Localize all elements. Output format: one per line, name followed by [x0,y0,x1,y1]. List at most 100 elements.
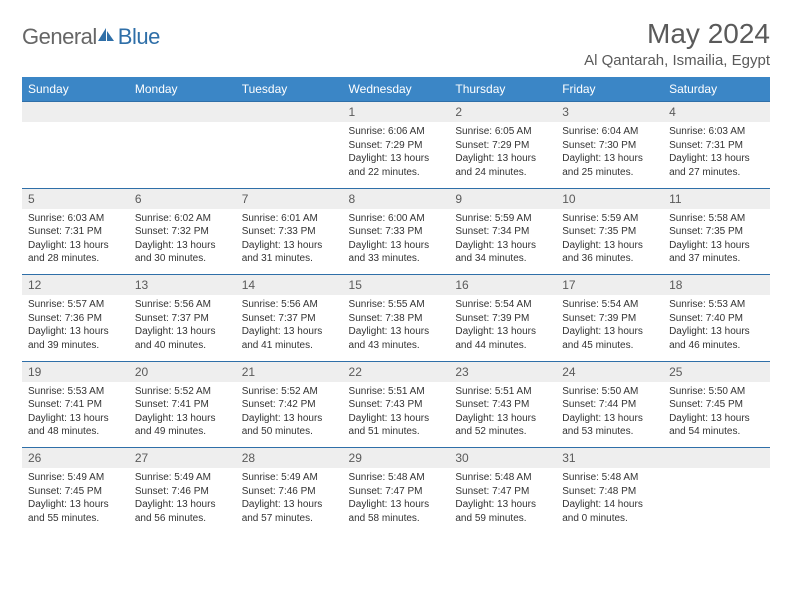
day-number-cell: 22 [343,361,450,382]
daylight-line: Daylight: 13 hours and 22 minutes. [349,152,444,179]
day-content-cell: Sunrise: 5:54 AMSunset: 7:39 PMDaylight:… [449,295,556,361]
sunrise-line: Sunrise: 5:49 AM [135,471,230,485]
daylight-line: Daylight: 13 hours and 30 minutes. [135,239,230,266]
sunset-line: Sunset: 7:37 PM [242,312,337,326]
day-content-cell: Sunrise: 6:06 AMSunset: 7:29 PMDaylight:… [343,122,450,188]
weekday-header: Thursday [449,77,556,102]
day-number-cell: 7 [236,188,343,209]
day-content-cell: Sunrise: 5:56 AMSunset: 7:37 PMDaylight:… [236,295,343,361]
day-content-row: Sunrise: 5:49 AM Sunset: 7:45 PM Daylight:… [22,468,770,534]
daylight-line: Daylight: 13 hours and 43 minutes. [349,325,444,352]
day-content-cell: Sunrise: 5:57 AMSunset: 7:36 PMDaylight:… [22,295,129,361]
page-header: General Blue May 2024 Al Qantarah, Ismai… [22,18,770,69]
logo: General Blue [22,18,160,50]
daylight-line: Daylight: 13 hours and 48 minutes. [28,412,123,439]
day-content-cell: Sunrise: 5:53 AMSunset: 7:41 PMDaylight:… [22,382,129,448]
sunrise-line: Sunrise: 5:57 AM [28,298,123,312]
sunrise-line: Sunrise: 5:49 AM [242,471,337,485]
day-content-cell: Sunrise: 5:50 AMSunset: 7:45 PMDaylight:… [663,382,770,448]
day-number-cell: 16 [449,275,556,296]
sunrise-line: Sunrise: 5:48 AM [455,471,550,485]
daylight-line: Daylight: 13 hours and 51 minutes. [349,412,444,439]
day-content-cell: Sunrise: 5:52 AMSunset: 7:42 PMDaylight:… [236,382,343,448]
daylight-line: Daylight: 13 hours and 56 minutes. [135,498,230,525]
day-number-cell [129,102,236,123]
sunrise-line: Sunrise: 5:51 AM [349,385,444,399]
day-content-row: Sunrise: 6:06 AMSunset: 7:29 PMDaylight:… [22,122,770,188]
day-content-cell: Sunrise: 5:56 AMSunset: 7:37 PMDaylight:… [129,295,236,361]
day-content-cell: Sunrise: 5:51 AMSunset: 7:43 PMDaylight:… [343,382,450,448]
weekday-header: Monday [129,77,236,102]
sunset-line: Sunset: 7:39 PM [562,312,657,326]
weekday-header: Wednesday [343,77,450,102]
day-number-cell: 14 [236,275,343,296]
sunrise-line: Sunrise: 5:52 AM [242,385,337,399]
day-number-cell: 8 [343,188,450,209]
sunset-line: Sunset: 7:43 PM [349,398,444,412]
sunrise-line: Sunrise: 5:56 AM [135,298,230,312]
sunrise-line: Sunrise: 5:59 AM [455,212,550,226]
sunrise-line: Sunrise: 5:59 AM [562,212,657,226]
sunset-line: Sunset: 7:38 PM [349,312,444,326]
day-number-cell: 1 [343,102,450,123]
day-content-cell: Sunrise: 5:53 AMSunset: 7:40 PMDaylight:… [663,295,770,361]
day-content-cell: Sunrise: 5:54 AMSunset: 7:39 PMDaylight:… [556,295,663,361]
sunset-line: Sunset: 7:45 PM [28,485,123,499]
sunset-line: Sunset: 7:29 PM [349,139,444,153]
day-number-cell: 31 [556,448,663,469]
day-content-cell: Sunrise: 5:52 AMSunset: 7:41 PMDaylight:… [129,382,236,448]
sunrise-line: Sunrise: 5:50 AM [562,385,657,399]
sunrise-line: Sunrise: 6:01 AM [242,212,337,226]
day-content-cell: Sunrise: 5:59 AMSunset: 7:35 PMDaylight:… [556,209,663,275]
sunset-line: Sunset: 7:46 PM [135,485,230,499]
sunset-line: Sunset: 7:41 PM [135,398,230,412]
daylight-line: Daylight: 13 hours and 34 minutes. [455,239,550,266]
logo-text-1: General [22,24,97,50]
daylight-line: Daylight: 13 hours and 39 minutes. [28,325,123,352]
day-content-cell: Sunrise: 6:04 AMSunset: 7:30 PMDaylight:… [556,122,663,188]
daylight-line: Daylight: 13 hours and 57 minutes. [242,498,337,525]
weekday-header: Saturday [663,77,770,102]
day-content-cell: Sunrise: 5:48 AMSunset: 7:47 PMDaylight:… [449,468,556,534]
sunset-line: Sunset: 7:32 PM [135,225,230,239]
daylight-line: Daylight: 13 hours and 27 minutes. [669,152,764,179]
weekday-header: Sunday [22,77,129,102]
day-number-cell: 11 [663,188,770,209]
day-number-cell [22,102,129,123]
day-number-cell: 18 [663,275,770,296]
sunset-line: Sunset: 7:40 PM [669,312,764,326]
logo-sail-icon [97,27,115,48]
daylight-line: Daylight: 13 hours and 41 minutes. [242,325,337,352]
day-content-cell: Sunrise: 5:49 AMSunset: 7:46 PMDaylight:… [236,468,343,534]
day-number-cell: 29 [343,448,450,469]
daylight-line: Daylight: 13 hours and 44 minutes. [455,325,550,352]
sunrise-line: Sunrise: 5:54 AM [455,298,550,312]
day-content-cell: Sunrise: 6:01 AMSunset: 7:33 PMDaylight:… [236,209,343,275]
day-content-cell: Sunrise: 6:03 AMSunset: 7:31 PMDaylight:… [663,122,770,188]
sunset-line: Sunset: 7:31 PM [669,139,764,153]
daylight-line: Daylight: 13 hours and 31 minutes. [242,239,337,266]
sunrise-line: Sunrise: 6:04 AM [562,125,657,139]
day-number-cell: 30 [449,448,556,469]
sunrise-line: Sunrise: 5:55 AM [349,298,444,312]
day-number-cell: 12 [22,275,129,296]
sunrise-line: Sunrise: 6:00 AM [349,212,444,226]
day-number-cell: 19 [22,361,129,382]
sunset-line: Sunset: 7:45 PM [669,398,764,412]
day-content-cell: Sunrise: 6:02 AMSunset: 7:32 PMDaylight:… [129,209,236,275]
day-number-cell: 9 [449,188,556,209]
day-number-cell: 26 [22,448,129,469]
daylight-line: Daylight: 13 hours and 54 minutes. [669,412,764,439]
weekday-header-row: SundayMondayTuesdayWednesdayThursdayFrid… [22,77,770,102]
sunset-line: Sunset: 7:34 PM [455,225,550,239]
sunrise-line: Sunrise: 5:56 AM [242,298,337,312]
sunset-line: Sunset: 7:42 PM [242,398,337,412]
sunrise-line: Sunrise: 6:03 AM [669,125,764,139]
sunrise-line: Sunrise: 5:54 AM [562,298,657,312]
sunset-line: Sunset: 7:47 PM [455,485,550,499]
daylight-line: Daylight: 13 hours and 33 minutes. [349,239,444,266]
daylight-line: Daylight: 13 hours and 53 minutes. [562,412,657,439]
sunset-line: Sunset: 7:35 PM [562,225,657,239]
day-number-cell: 15 [343,275,450,296]
sunset-line: Sunset: 7:37 PM [135,312,230,326]
